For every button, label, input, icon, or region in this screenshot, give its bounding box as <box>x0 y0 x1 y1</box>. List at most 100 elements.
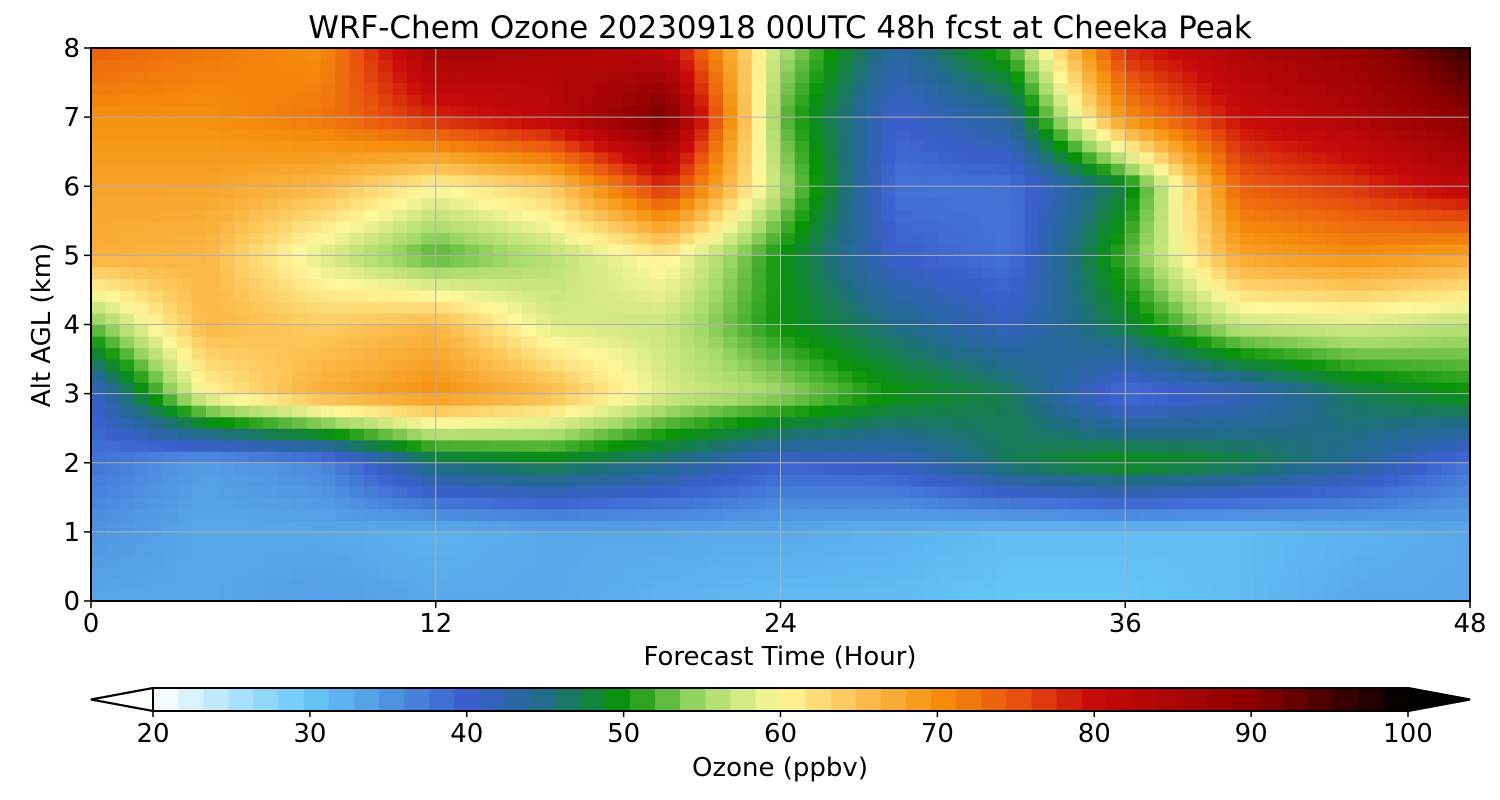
field-cell <box>1010 393 1026 406</box>
field-cell <box>852 439 868 452</box>
field-cell <box>852 531 868 544</box>
field-cell <box>622 140 638 153</box>
field-cell <box>550 589 566 601</box>
field-cell <box>579 382 595 395</box>
field-cell <box>1369 197 1385 210</box>
field-cell <box>737 474 753 487</box>
field-cell <box>1153 370 1169 383</box>
field-cell <box>1426 278 1442 291</box>
field-cell <box>148 128 164 141</box>
field-cell <box>1010 543 1026 556</box>
field-cell <box>708 82 724 95</box>
field-cell <box>1383 370 1399 383</box>
field-cell <box>464 140 480 153</box>
field-cell <box>967 589 983 601</box>
field-cell <box>852 117 868 130</box>
field-cell <box>1153 324 1169 337</box>
field-cell <box>1355 439 1371 452</box>
field-cell <box>392 393 408 406</box>
field-cell <box>924 48 940 61</box>
field-cell <box>1010 554 1026 568</box>
field-cell <box>220 255 236 268</box>
field-cell <box>579 232 595 245</box>
field-cell <box>521 94 537 107</box>
field-cell <box>1441 140 1457 153</box>
field-cell <box>407 209 422 222</box>
field-cell <box>435 451 451 464</box>
field-cell <box>1096 577 1112 591</box>
field-cell <box>952 577 968 591</box>
field-cell <box>938 485 954 498</box>
field-cell <box>895 232 911 245</box>
field-cell <box>162 243 178 256</box>
field-cell <box>148 301 164 314</box>
field-cell <box>320 359 336 372</box>
field-cell <box>249 243 264 256</box>
field-cell <box>1211 543 1227 556</box>
field-cell <box>866 589 882 601</box>
field-cell <box>1412 577 1428 591</box>
field-cell <box>593 485 609 498</box>
field-cell <box>464 163 480 176</box>
field-cell <box>292 71 308 84</box>
field-cell <box>521 497 537 510</box>
field-cell <box>249 59 264 72</box>
field-cell <box>1311 428 1327 441</box>
field-cell <box>1053 151 1069 164</box>
field-cell <box>1211 439 1227 452</box>
field-cell <box>737 485 753 498</box>
field-cell <box>1024 359 1040 372</box>
field-cell <box>766 589 782 601</box>
field-cell <box>1168 128 1184 141</box>
field-cell <box>464 266 480 280</box>
field-cell <box>277 531 293 544</box>
field-cell <box>191 462 207 475</box>
field-cell <box>579 197 595 210</box>
field-cell <box>809 209 825 222</box>
field-cell <box>407 589 422 601</box>
field-cell <box>105 128 121 141</box>
field-cell <box>1225 382 1241 395</box>
field-cell <box>1067 117 1083 130</box>
field-cell <box>651 566 667 579</box>
colorbar: 20 30 40 50 60 70 80 90 100 <box>90 686 1471 749</box>
field-cell <box>809 117 825 130</box>
field-cell <box>1254 531 1270 544</box>
field-cell <box>1412 382 1428 395</box>
field-cell <box>162 71 178 84</box>
field-cell <box>1455 589 1470 601</box>
field-cell <box>91 416 106 429</box>
field-cell <box>1412 485 1428 498</box>
field-cell <box>162 266 178 280</box>
field-cell <box>909 289 925 303</box>
field-cell <box>1254 508 1270 521</box>
field-cell <box>91 151 106 164</box>
field-cell <box>1311 451 1327 464</box>
field-cell <box>924 324 940 337</box>
field-cell <box>1240 474 1256 487</box>
field-cell <box>1110 474 1126 487</box>
field-cell <box>292 197 308 210</box>
field-cell <box>1326 255 1342 268</box>
field-cell <box>507 220 523 233</box>
field-cell <box>1010 577 1026 591</box>
colorbar-segment <box>504 688 530 711</box>
field-cell <box>1039 508 1055 521</box>
field-cell <box>320 405 336 418</box>
field-cell <box>363 197 379 210</box>
field-cell <box>1254 312 1270 326</box>
field-cell <box>91 428 106 441</box>
field-cell <box>866 508 882 521</box>
field-cell <box>1369 347 1385 360</box>
field-cell <box>349 232 365 245</box>
field-cell <box>823 209 839 222</box>
field-cell <box>809 289 825 303</box>
field-cell <box>995 554 1011 568</box>
field-cell <box>1225 428 1241 441</box>
field-cell <box>177 243 193 256</box>
field-cell <box>1254 151 1270 164</box>
field-cell <box>1211 497 1227 510</box>
field-cell <box>1197 382 1213 395</box>
field-cell <box>134 174 150 187</box>
field-cell <box>622 82 638 95</box>
